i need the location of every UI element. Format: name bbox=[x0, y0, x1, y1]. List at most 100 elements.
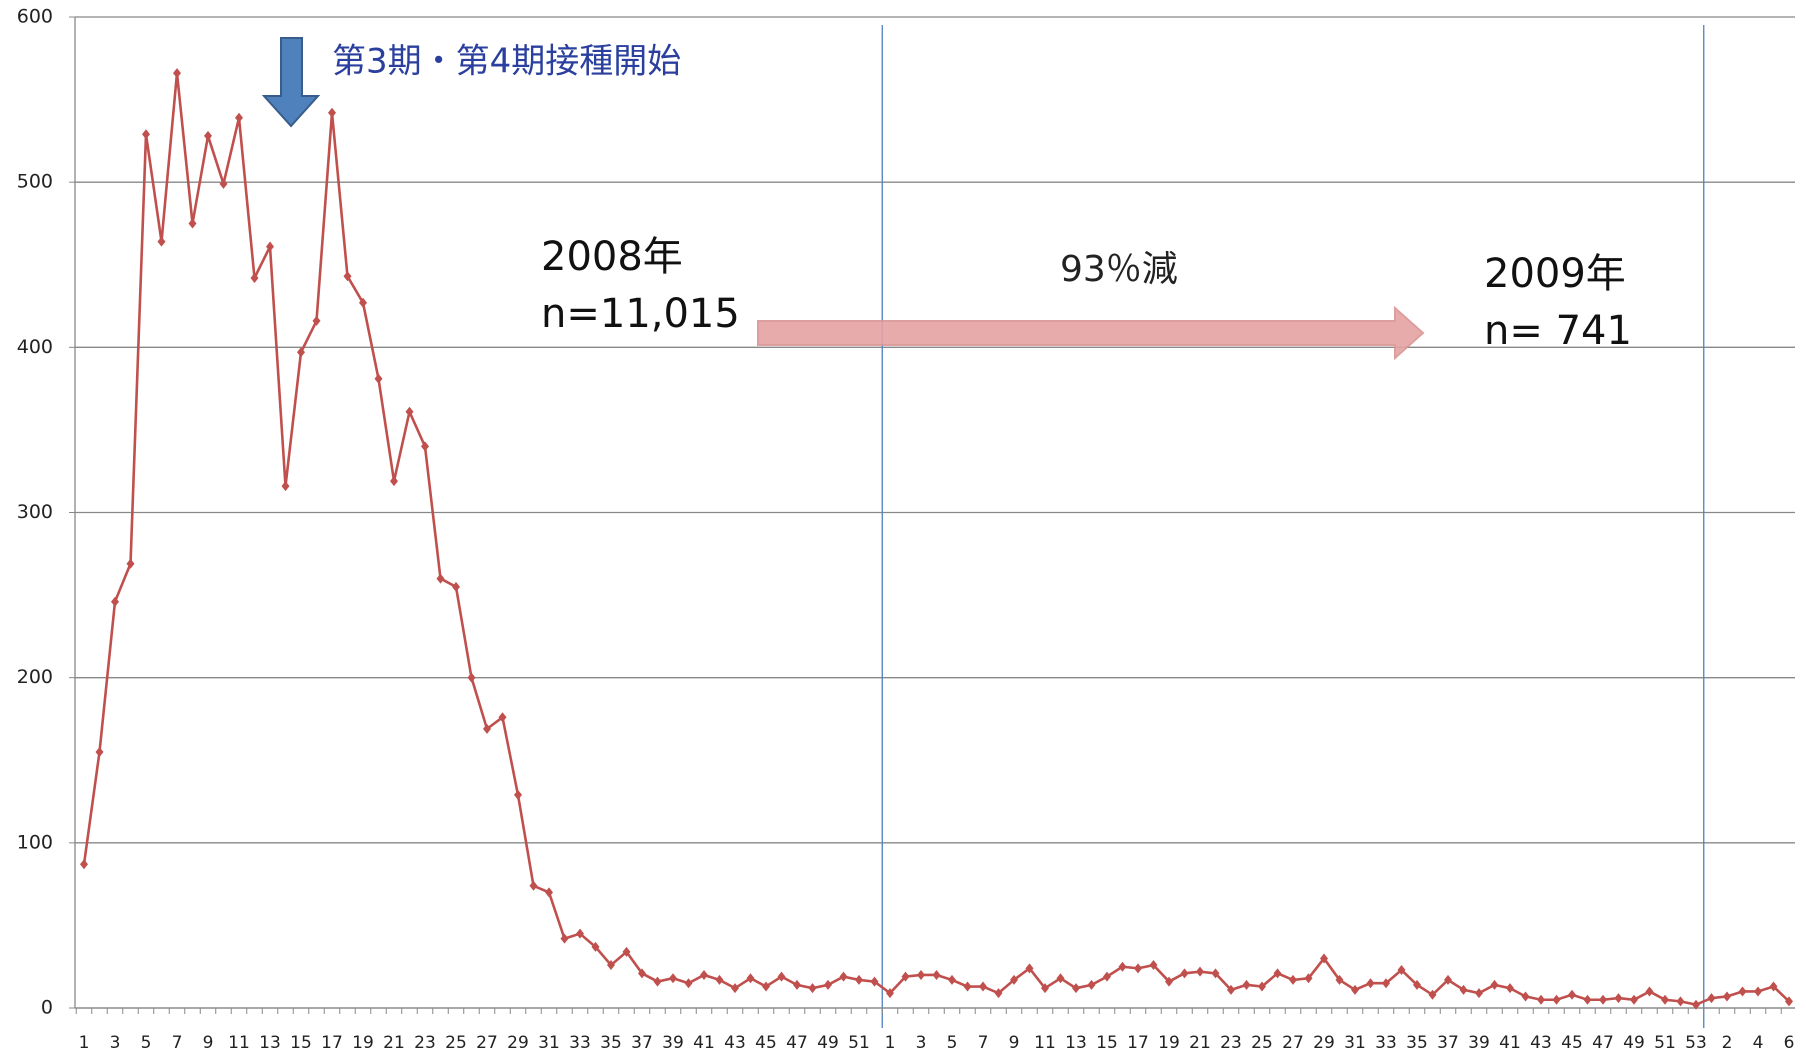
x-tick-label: 37 bbox=[631, 1033, 653, 1053]
marker bbox=[684, 978, 693, 989]
x-tick-label: 49 bbox=[1623, 1033, 1645, 1053]
x-tick-label: 11 bbox=[228, 1033, 250, 1053]
y-tick-label: 300 bbox=[17, 501, 53, 523]
marker bbox=[1118, 961, 1127, 972]
x-tick-label: 27 bbox=[1282, 1033, 1304, 1053]
marker bbox=[545, 887, 553, 898]
x-tick-label: 51 bbox=[1654, 1033, 1676, 1053]
marker bbox=[560, 933, 569, 944]
marker bbox=[312, 315, 321, 326]
x-tick-label: 9 bbox=[1009, 1033, 1020, 1053]
y-tick-label: 0 bbox=[41, 997, 53, 1019]
marker bbox=[1258, 981, 1266, 992]
x-tick-label: 33 bbox=[1375, 1033, 1397, 1053]
marker bbox=[1506, 983, 1514, 994]
marker bbox=[1676, 996, 1685, 1007]
x-tick-label: 1 bbox=[79, 1033, 90, 1053]
marker bbox=[994, 988, 1003, 999]
x-tick-label: 5 bbox=[141, 1033, 152, 1053]
marker bbox=[1723, 991, 1731, 1002]
marker bbox=[95, 746, 104, 757]
marker bbox=[188, 218, 197, 229]
marker bbox=[1273, 968, 1282, 979]
x-tick-label: 39 bbox=[662, 1033, 684, 1053]
x-tick-label: 1 bbox=[885, 1033, 896, 1053]
marker bbox=[1444, 974, 1452, 985]
marker bbox=[1087, 979, 1096, 990]
x-tick-label: 51 bbox=[848, 1033, 870, 1053]
marker bbox=[498, 712, 507, 723]
x-tick-label: 7 bbox=[172, 1033, 183, 1053]
marker bbox=[173, 68, 181, 79]
marker bbox=[1661, 994, 1669, 1005]
marker bbox=[669, 973, 677, 984]
marker bbox=[746, 973, 755, 984]
marker bbox=[808, 983, 817, 994]
marker bbox=[1490, 979, 1499, 990]
marker bbox=[1165, 976, 1173, 987]
decrease-arrow bbox=[757, 305, 1425, 361]
marker bbox=[126, 558, 135, 569]
marker bbox=[1196, 966, 1204, 977]
marker bbox=[576, 928, 584, 939]
marker bbox=[839, 971, 848, 982]
x-tick-label: 39 bbox=[1468, 1033, 1490, 1053]
x-tick-label: 35 bbox=[600, 1033, 622, 1053]
x-tick-label: 2 bbox=[1722, 1033, 1733, 1053]
marker bbox=[343, 271, 352, 282]
marker bbox=[1552, 994, 1561, 1005]
x-tick-label: 53 bbox=[1685, 1033, 1707, 1053]
marker bbox=[297, 347, 305, 358]
marker bbox=[1583, 994, 1592, 1005]
marker bbox=[250, 272, 259, 283]
marker bbox=[715, 974, 724, 985]
x-tick-label: 43 bbox=[1530, 1033, 1552, 1053]
y-tick-label: 400 bbox=[17, 336, 53, 358]
marker bbox=[948, 974, 956, 985]
marker bbox=[1785, 996, 1793, 1007]
x-tick-label: 43 bbox=[724, 1033, 746, 1053]
x-tick-label: 17 bbox=[1127, 1033, 1149, 1053]
marker bbox=[374, 373, 383, 384]
line bbox=[82, 73, 1790, 1007]
annotation: 2008年 bbox=[541, 234, 683, 280]
marker bbox=[1413, 979, 1421, 990]
annotation: 第3期・第4期接種開始 bbox=[332, 42, 681, 82]
marker bbox=[1599, 994, 1607, 1005]
x-tick-label: 11 bbox=[1034, 1033, 1056, 1053]
x-tick-label: 9 bbox=[203, 1033, 214, 1053]
marker bbox=[405, 406, 414, 417]
marker bbox=[529, 880, 538, 891]
x-tick-label: 3 bbox=[916, 1033, 927, 1053]
x-tick-label: 47 bbox=[786, 1033, 808, 1053]
x-tick-label: 7 bbox=[978, 1033, 989, 1053]
marker bbox=[622, 946, 631, 957]
x-tick-label: 19 bbox=[352, 1033, 374, 1053]
x-tick-label: 45 bbox=[755, 1033, 777, 1053]
marker bbox=[219, 178, 228, 189]
marker bbox=[266, 241, 274, 252]
marker bbox=[359, 297, 367, 308]
x-tick-label: 5 bbox=[947, 1033, 958, 1053]
marker bbox=[1242, 979, 1251, 990]
marker bbox=[142, 129, 150, 140]
marker bbox=[1769, 981, 1778, 992]
marker bbox=[467, 672, 476, 683]
marker bbox=[824, 979, 832, 990]
marker bbox=[452, 581, 460, 592]
marker bbox=[793, 979, 801, 990]
marker bbox=[1707, 993, 1716, 1004]
marker bbox=[483, 723, 491, 734]
marker bbox=[1692, 999, 1700, 1010]
x-tick-label: 15 bbox=[1096, 1033, 1118, 1053]
marker bbox=[1149, 960, 1158, 971]
marker bbox=[963, 981, 972, 992]
x-tick-label: 17 bbox=[321, 1033, 343, 1053]
marker bbox=[1537, 994, 1545, 1005]
marker bbox=[901, 971, 910, 982]
marker bbox=[1630, 994, 1638, 1005]
marker bbox=[1056, 973, 1065, 984]
marker bbox=[1428, 989, 1437, 1000]
marker bbox=[235, 112, 243, 123]
